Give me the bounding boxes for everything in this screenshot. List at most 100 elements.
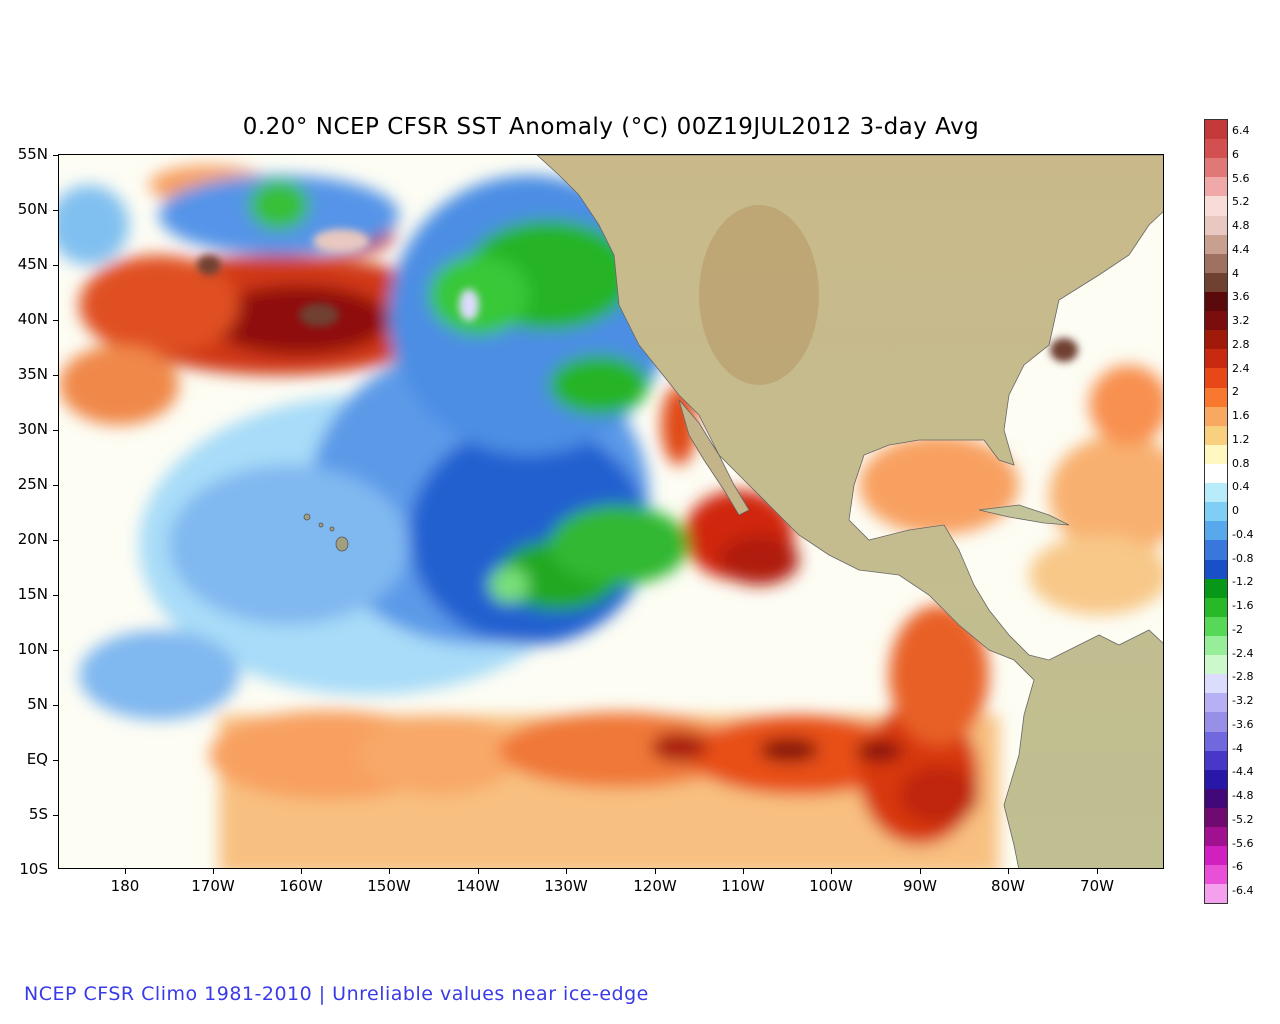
lat-label-5n: 5N xyxy=(27,695,48,713)
colorbar-label: -2.8 xyxy=(1232,670,1254,684)
lat-tick xyxy=(53,595,59,596)
colorbar-swatch xyxy=(1205,463,1227,484)
colorbar-label: 2 xyxy=(1232,385,1239,399)
lon-tick xyxy=(213,868,214,874)
lon-label-160w: 160W xyxy=(279,877,323,895)
lon-label-80w: 80W xyxy=(991,877,1025,895)
sst-anomaly-map xyxy=(58,154,1164,869)
colorbar-swatch xyxy=(1205,215,1227,235)
colorbar-swatch xyxy=(1205,196,1227,216)
lat-tick xyxy=(53,430,59,431)
colorbar-swatch xyxy=(1205,655,1227,675)
colorbar-label: -0.4 xyxy=(1232,527,1254,541)
colorbar-swatch xyxy=(1205,578,1227,598)
colorbar-swatch xyxy=(1205,253,1227,273)
colorbar-label: 5.6 xyxy=(1232,171,1250,185)
colorbar-swatch xyxy=(1205,807,1227,828)
colorbar-swatch xyxy=(1205,158,1227,178)
lon-tick xyxy=(743,868,744,874)
lon-label-180: 180 xyxy=(110,877,140,895)
colorbar-swatch xyxy=(1205,769,1227,789)
lon-label-110w: 110W xyxy=(721,877,765,895)
colorbar-swatch xyxy=(1205,368,1227,388)
lon-label-140w: 140W xyxy=(456,877,500,895)
colorbar xyxy=(1204,119,1228,905)
lat-label-20n: 20N xyxy=(17,530,48,548)
colorbar-swatch xyxy=(1205,311,1227,331)
lat-tick xyxy=(53,815,59,816)
lon-tick xyxy=(920,868,921,874)
map-title: 0.20° NCEP CFSR SST Anomaly (°C) 00Z19JU… xyxy=(242,114,980,140)
colorbar-swatch xyxy=(1205,674,1227,694)
colorbar-swatch xyxy=(1205,521,1227,541)
colorbar-swatch xyxy=(1205,731,1227,751)
lat-label-30n: 30N xyxy=(17,420,48,438)
colorbar-label: 0.8 xyxy=(1232,456,1250,470)
lat-label-10s: 10S xyxy=(19,860,48,878)
lat-tick xyxy=(53,485,59,486)
colorbar-swatch xyxy=(1205,693,1227,713)
colorbar-swatch xyxy=(1205,788,1227,808)
colorbar-swatch xyxy=(1205,616,1227,636)
colorbar-label: 4.4 xyxy=(1232,242,1250,256)
colorbar-label: 6.4 xyxy=(1232,124,1250,137)
lon-tick xyxy=(389,868,390,874)
colorbar-label: 2.8 xyxy=(1232,337,1250,351)
colorbar-label: 1.6 xyxy=(1232,409,1250,423)
colorbar-label: -3.2 xyxy=(1232,694,1254,708)
colorbar-swatch xyxy=(1205,502,1227,522)
colorbar-label: -0.8 xyxy=(1232,551,1254,565)
cuba-land xyxy=(978,504,1070,526)
colorbar-label: 3.6 xyxy=(1232,290,1250,304)
colorbar-label: 4 xyxy=(1232,266,1239,280)
colorbar-label: -1.6 xyxy=(1232,599,1254,613)
lon-label-90w: 90W xyxy=(903,877,937,895)
lon-label-100w: 100W xyxy=(809,877,853,895)
lon-tick xyxy=(125,868,126,874)
lat-label-15n: 15N xyxy=(17,585,48,603)
lon-label-120w: 120W xyxy=(633,877,677,895)
colorbar-label: -5.2 xyxy=(1232,812,1254,826)
colorbar-label: 1.2 xyxy=(1232,432,1250,446)
colorbar-swatch xyxy=(1205,272,1227,292)
lon-tick xyxy=(478,868,479,874)
lat-label-5s: 5S xyxy=(28,805,48,823)
lon-label-130w: 130W xyxy=(544,877,588,895)
lon-label-170w: 170W xyxy=(191,877,235,895)
map-plot xyxy=(59,155,1163,868)
lon-tick xyxy=(831,868,832,874)
colorbar-label: -2.4 xyxy=(1232,646,1254,660)
colorbar-swatch xyxy=(1205,120,1227,140)
lat-label-40n: 40N xyxy=(17,310,48,328)
lon-tick xyxy=(1097,868,1098,874)
lon-tick xyxy=(301,868,302,874)
sst-anomaly-field xyxy=(59,165,1163,868)
footer-note: NCEP CFSR Climo 1981-2010 | Unreliable v… xyxy=(24,983,649,1005)
colorbar-swatch xyxy=(1205,846,1227,866)
colorbar-swatch xyxy=(1205,635,1227,656)
lon-tick xyxy=(1008,868,1009,874)
colorbar-swatch xyxy=(1205,425,1227,445)
hawaii-islands xyxy=(303,513,349,552)
colorbar-label: -4 xyxy=(1232,741,1243,755)
colorbar-swatch xyxy=(1205,406,1227,426)
lat-tick xyxy=(53,155,59,156)
colorbar-swatch xyxy=(1205,559,1227,579)
lat-label-55n: 55N xyxy=(17,145,48,163)
lat-label-25n: 25N xyxy=(17,475,48,493)
colorbar-label: -1.2 xyxy=(1232,575,1254,589)
colorbar-label: -4.8 xyxy=(1232,789,1254,803)
lat-tick xyxy=(53,265,59,266)
colorbar-label: 0 xyxy=(1232,504,1239,518)
colorbar-label: -3.6 xyxy=(1232,717,1254,731)
colorbar-label: 0.4 xyxy=(1232,480,1250,494)
colorbar-swatch xyxy=(1205,712,1227,732)
colorbar-swatch xyxy=(1205,349,1227,369)
lat-tick xyxy=(53,320,59,321)
colorbar-swatch xyxy=(1205,234,1227,254)
lon-label-70w: 70W xyxy=(1080,877,1114,895)
colorbar-swatch xyxy=(1205,540,1227,560)
colorbar-label: 3.2 xyxy=(1232,314,1250,328)
colorbar-label: -6 xyxy=(1232,860,1243,874)
lon-tick xyxy=(566,868,567,874)
